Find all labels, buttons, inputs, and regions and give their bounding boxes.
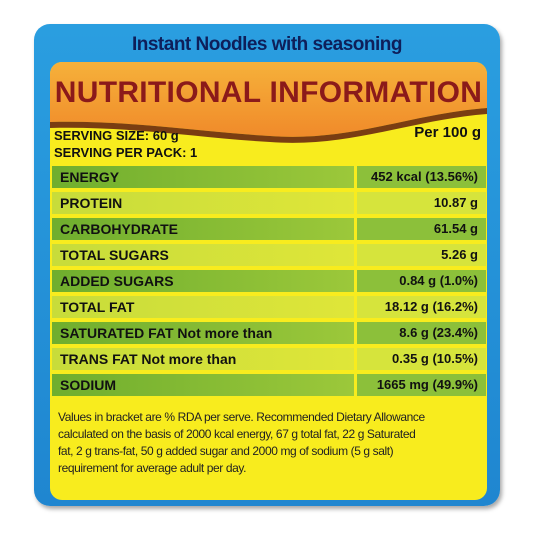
footnote-line: requirement for average adult per day. bbox=[58, 461, 247, 475]
nutrient-name: ENERGY bbox=[52, 166, 354, 188]
nutrient-name: SODIUM bbox=[52, 374, 354, 396]
nutrient-name: ADDED SUGARS bbox=[52, 270, 354, 292]
per-label: Per 100 g bbox=[414, 124, 481, 141]
nutrient-value: 18.12 g (16.2%) bbox=[357, 296, 486, 318]
nutrient-name: CARBOHYDRATE bbox=[52, 218, 354, 240]
nutrient-name: TOTAL FAT bbox=[52, 296, 354, 318]
nutrient-value: 452 kcal (13.56%) bbox=[357, 166, 486, 188]
nutrient-value: 5.26 g bbox=[357, 244, 486, 266]
footnote-line: calculated on the basis of 2000 kcal ene… bbox=[58, 427, 416, 441]
nutrient-value: 0.35 g (10.5%) bbox=[357, 348, 486, 370]
serving-per-pack: SERVING PER PACK: 1 bbox=[54, 145, 198, 160]
nutrient-value: 10.87 g bbox=[357, 192, 486, 214]
nutrient-value: 61.54 g bbox=[357, 218, 486, 240]
nutrient-name: TRANS FAT Not more than bbox=[52, 348, 354, 370]
nutrient-value: 8.6 g (23.4%) bbox=[357, 322, 486, 344]
product-title: Instant Noodles with seasoning bbox=[131, 34, 403, 55]
footnote-line: fat, 2 g trans-fat, 50 g added sugar and… bbox=[58, 444, 394, 458]
nutrient-name: TOTAL SUGARS bbox=[52, 244, 354, 266]
footnote-line: Values in bracket are % RDA per serve. R… bbox=[58, 410, 425, 424]
nutrient-name: SATURATED FAT Not more than bbox=[52, 322, 354, 344]
nutrient-value: 1665 mg (49.9%) bbox=[357, 374, 486, 396]
nutrient-name: PROTEIN bbox=[52, 192, 354, 214]
nutrient-value: 0.84 g (1.0%) bbox=[357, 270, 486, 292]
serving-size: SERVING SIZE: 60 g bbox=[54, 128, 179, 143]
heading: NUTRITIONAL INFORMATION bbox=[54, 76, 483, 109]
header-band bbox=[50, 62, 487, 143]
